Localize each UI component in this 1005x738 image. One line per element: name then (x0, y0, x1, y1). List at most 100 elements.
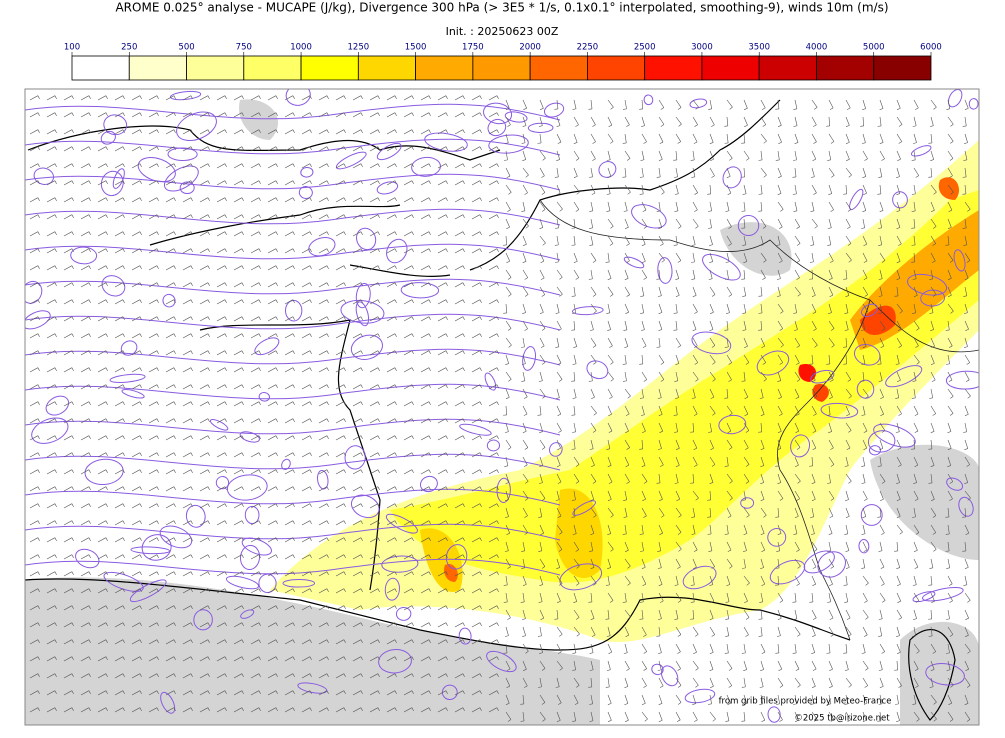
wind-barb (471, 707, 481, 713)
wind-barb (420, 622, 430, 628)
wind-barb (420, 452, 430, 458)
wind-barb-flag (879, 686, 884, 688)
wind-barb (709, 371, 716, 380)
wind-barb (828, 184, 833, 194)
wind-barb (352, 299, 362, 305)
wind-barb-flag (524, 515, 528, 518)
wind-barb (539, 167, 545, 176)
wind-barb-flag (394, 265, 397, 269)
wind-barb (233, 435, 243, 441)
wind-barb-flag (627, 616, 631, 620)
wind-barb-flag (542, 157, 546, 161)
contour (240, 609, 255, 619)
wind-barb-flag (912, 278, 917, 280)
wind-barb-flag (496, 588, 499, 592)
wind-barb-flag (606, 669, 611, 671)
wind-barb-flag (207, 690, 210, 694)
wind-barb-flag (572, 108, 577, 110)
wind-barb-flag (88, 418, 91, 422)
wind-barb (216, 452, 226, 458)
wind-barb (488, 350, 498, 356)
wind-barb (726, 116, 729, 126)
map: from grib files provided by Meteo-France… (24, 88, 980, 726)
wind-barb (743, 524, 748, 534)
wind-barb (828, 303, 832, 313)
wind-barb (811, 592, 814, 602)
wind-barb-flag (479, 469, 482, 473)
wind-barb-flag (861, 142, 866, 144)
wind-barb (148, 350, 158, 356)
wind-barb (97, 452, 107, 458)
wind-barb (165, 163, 175, 169)
wind-barb-flag (965, 379, 970, 382)
wind-barb (369, 537, 379, 543)
wind-barb (182, 163, 192, 169)
wind-barb (63, 537, 73, 543)
wind-barb (675, 677, 682, 686)
wind-barb (29, 673, 39, 679)
wind-barb-flag (241, 180, 244, 184)
wind-barb-flag (71, 265, 74, 269)
wind-barb-flag (343, 520, 346, 524)
wind-barb (709, 609, 714, 619)
wind-barb-flag (309, 180, 312, 184)
wind-barb (828, 490, 835, 499)
wind-barb-flag (525, 225, 529, 229)
wind-barb (641, 677, 647, 686)
wind-barb (522, 116, 527, 126)
wind-barb-flag (445, 248, 448, 252)
wind-barb-flag (173, 520, 176, 524)
wind-barb-flag (258, 656, 261, 660)
wind-barb (471, 163, 481, 169)
wind-barb-flag (190, 367, 193, 371)
wind-barb-flag (122, 656, 125, 660)
wind-barb (267, 129, 277, 135)
wind-barb (777, 167, 782, 177)
wind-barb (811, 422, 817, 432)
wind-barb-flag (241, 163, 244, 167)
wind-barb (930, 541, 937, 550)
wind-barb-flag (506, 668, 511, 671)
wind-barb-flag (139, 129, 142, 133)
wind-barb-flag (881, 328, 886, 331)
wind-barb (165, 367, 175, 373)
wind-barb (97, 503, 107, 509)
wind-barb-flag (524, 277, 528, 280)
wind-barb-flag (479, 435, 482, 439)
wind-barb-flag (190, 95, 193, 99)
wind-barb-flag (377, 333, 380, 337)
wind-barb-flag (343, 435, 346, 439)
wind-barb (811, 524, 815, 534)
wind-barb-flag (275, 571, 278, 575)
wind-barb-flag (691, 244, 696, 246)
wind-barb-flag (911, 397, 916, 399)
wind-barb (437, 333, 447, 339)
wind-barb (522, 184, 528, 193)
wind-barb-flag (428, 163, 431, 167)
wind-barb (148, 333, 158, 339)
wind-barb-flag (445, 112, 448, 116)
wind-barb (165, 214, 175, 220)
wind-barb (726, 643, 729, 653)
wind-barb-flag (428, 180, 431, 184)
wind-barb-flag (677, 651, 681, 654)
wind-barb-flag (695, 106, 699, 110)
wind-barb (522, 643, 529, 652)
wind-barb-flag (496, 265, 499, 269)
wind-barb (845, 524, 849, 534)
wind-barb-flag (292, 248, 295, 252)
wind-barb-flag (964, 312, 968, 314)
wind-barb-flag (694, 192, 698, 195)
wind-barb (267, 316, 277, 322)
wind-barb (590, 320, 594, 330)
wind-barb (573, 303, 577, 313)
wind-barb-flag (760, 465, 764, 467)
wind-barb-flag (541, 668, 546, 671)
wind-barb-flag (71, 248, 74, 252)
wind-barb-flag (896, 516, 901, 518)
wind-barb-flag (745, 362, 750, 365)
wind-barb-flag (343, 197, 346, 201)
wind-barb (80, 163, 90, 169)
wind-barb-flag (88, 707, 91, 711)
wind-barb (947, 677, 954, 686)
